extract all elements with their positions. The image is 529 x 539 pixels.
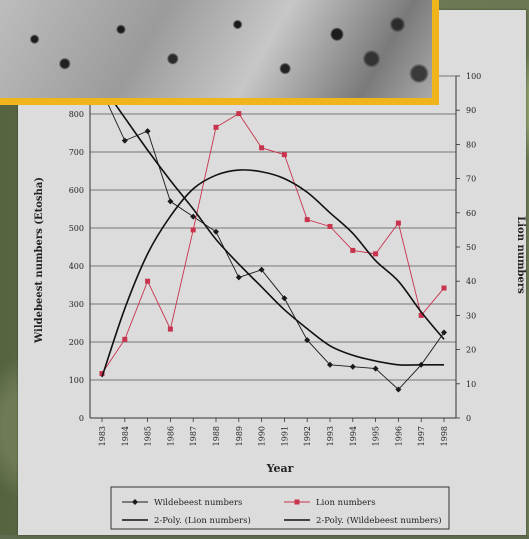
y-axis-left-label: Wildebeest numbers (Etosha) xyxy=(34,177,45,344)
data-point xyxy=(259,145,265,151)
x-tick-label: 1986 xyxy=(166,426,175,446)
data-point xyxy=(395,220,401,226)
legend-entry: 2-Poly. (Lion numbers) xyxy=(122,515,251,526)
data-point xyxy=(167,326,173,332)
y-right-tick-label: 0 xyxy=(466,414,471,423)
y-left-tick-label: 400 xyxy=(69,262,84,271)
plot-area xyxy=(90,76,456,418)
legend-swatch-marker xyxy=(294,499,300,505)
x-tick-label: 1993 xyxy=(326,426,335,446)
data-point xyxy=(121,137,128,144)
x-tick-label: 1996 xyxy=(394,426,403,446)
data-point xyxy=(144,128,151,135)
x-tick-label: 1987 xyxy=(189,426,198,446)
y-right-tick-label: 100 xyxy=(466,72,481,81)
x-tick-label: 1985 xyxy=(144,426,153,446)
data-point xyxy=(441,329,447,336)
data-point xyxy=(258,266,265,273)
data-point xyxy=(327,361,333,368)
y-axis-right-label: Lion numbers xyxy=(515,216,526,294)
data-point xyxy=(281,295,288,302)
y-left-tick-labels: 0100200300400500600700800900 xyxy=(69,72,84,423)
legend-label: Lion numbers xyxy=(316,498,376,508)
data-point xyxy=(122,336,128,342)
series xyxy=(99,85,447,393)
data-point xyxy=(99,371,105,377)
data-point xyxy=(213,124,219,130)
data-point xyxy=(349,363,356,370)
y-right-tick-label: 70 xyxy=(466,175,476,184)
data-point xyxy=(304,337,311,344)
data-point xyxy=(167,198,174,205)
x-tick-label: 1998 xyxy=(440,426,449,446)
x-tick-label: 1989 xyxy=(235,426,244,446)
legend-entry: Lion numbers xyxy=(284,498,376,508)
y-right-tick-label: 80 xyxy=(466,140,476,149)
data-point xyxy=(373,251,379,257)
y-right-tick-label: 60 xyxy=(466,209,476,218)
x-tick-label: 1994 xyxy=(349,426,358,446)
y-left-tick-label: 500 xyxy=(69,224,84,233)
legend-box xyxy=(110,486,450,530)
x-tick-label: 1988 xyxy=(212,426,221,446)
y-left-tick-label: 0 xyxy=(79,414,84,423)
series-trend-3 xyxy=(101,85,444,366)
x-tick-label: 1992 xyxy=(303,426,312,446)
x-axis-label: Year xyxy=(266,462,294,475)
data-point xyxy=(281,152,287,158)
y-left-tick-label: 800 xyxy=(69,110,84,119)
data-point xyxy=(213,228,219,235)
y-right-tick-label: 10 xyxy=(466,380,476,389)
y-right-tick-labels: 0 10 20 30 40 50 60 70 80 90 100 xyxy=(456,72,481,423)
data-point xyxy=(145,278,151,284)
y-right-tick-label: 90 xyxy=(466,106,476,115)
y-left-tick-label: 600 xyxy=(69,186,84,195)
y-left-tick-label: 200 xyxy=(69,338,84,347)
data-point xyxy=(350,247,356,253)
x-tick-label: 1990 xyxy=(258,426,267,446)
data-point xyxy=(190,213,197,220)
data-point xyxy=(395,386,402,393)
y-left-tick-label: 100 xyxy=(69,376,84,385)
y-right-tick-label: 40 xyxy=(466,277,476,286)
data-point xyxy=(418,312,424,318)
y-left-tick-label: 700 xyxy=(69,148,84,157)
y-right-tick-label: 50 xyxy=(466,243,476,252)
series-trend-2 xyxy=(101,169,445,378)
legend-label: Wildebeest numbers xyxy=(154,498,242,508)
data-point xyxy=(236,111,242,117)
y-right-tick-label: 20 xyxy=(466,346,476,355)
legend-entry: Wildebeest numbers xyxy=(122,498,242,508)
trend-line xyxy=(101,169,445,378)
data-point xyxy=(190,227,196,233)
y-right-tick-label: 30 xyxy=(466,311,476,320)
trend-line xyxy=(101,85,444,366)
legend-entry: 2-Poly. (Wildebeest numbers) xyxy=(284,515,442,526)
y-left-tick-label: 300 xyxy=(69,300,84,309)
data-point xyxy=(372,365,379,372)
data-point xyxy=(304,217,310,223)
legend: Wildebeest numbers Lion numbers 2-Poly. (L… xyxy=(110,486,450,530)
x-tick-labels: 1983 1984 1985 1986 1987 1988 1989 1990 1991 1992… xyxy=(98,418,449,446)
data-point xyxy=(327,223,333,229)
grid xyxy=(90,75,456,418)
x-tick-label: 1991 xyxy=(280,426,289,446)
legend-label: 2-Poly. (Lion numbers) xyxy=(154,515,251,526)
aerial-photo-inset xyxy=(0,0,439,105)
data-point xyxy=(235,274,242,281)
series-line xyxy=(101,113,445,374)
legend-swatch-marker xyxy=(132,499,138,505)
chart: 0100200300400500600700800900 01020304050… xyxy=(34,72,526,530)
x-tick-label: 1995 xyxy=(372,426,381,446)
data-point xyxy=(441,285,447,291)
x-tick-label: 1983 xyxy=(98,426,107,446)
legend-label: 2-Poly. (Wildebeest numbers) xyxy=(316,515,442,526)
x-tick-label: 1984 xyxy=(121,426,130,446)
series-1 xyxy=(99,111,447,377)
x-tick-label: 1997 xyxy=(417,426,426,446)
